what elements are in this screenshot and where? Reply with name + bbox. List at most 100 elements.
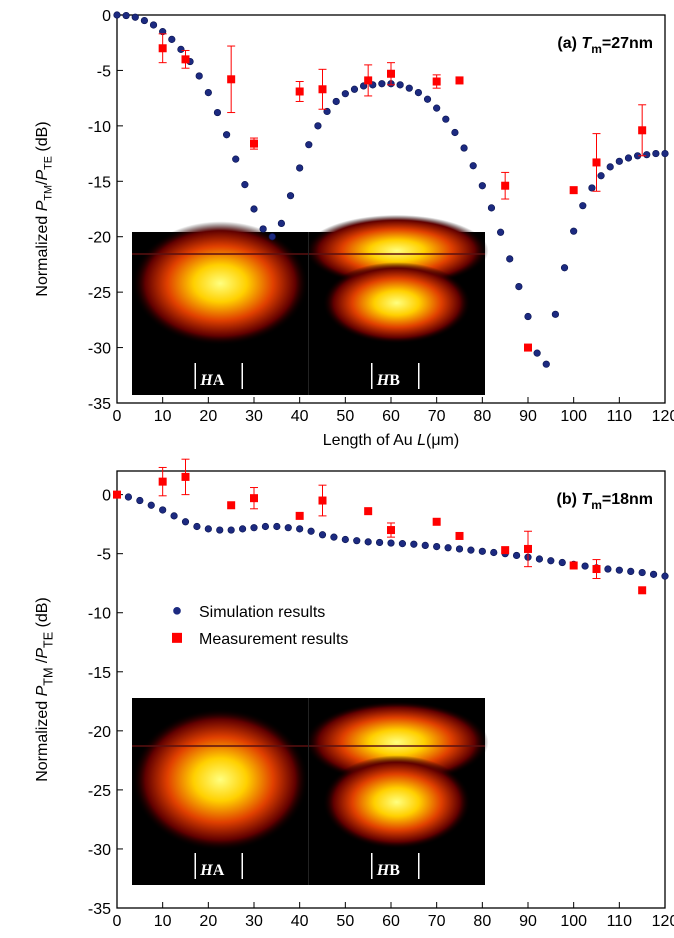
- legend-label: Measurement results: [199, 631, 348, 648]
- text-part: H: [376, 372, 390, 389]
- text-part: A: [213, 862, 225, 879]
- measurement-point: [501, 182, 509, 190]
- text-part: TE: [43, 156, 55, 170]
- measurement-point: [113, 491, 121, 499]
- x-tick-label: 70: [428, 408, 446, 425]
- simulation-point: [148, 502, 155, 509]
- simulation-point: [353, 537, 360, 544]
- x-tick-label: 120: [652, 408, 674, 425]
- x-tick-label: 60: [382, 408, 400, 425]
- simulation-point: [570, 228, 577, 235]
- simulation-point: [543, 361, 550, 368]
- y-tick-label: -35: [88, 396, 111, 413]
- measurement-point: [456, 532, 464, 540]
- y-axis-label: Normalized PTM /PTE (dB): [34, 597, 55, 782]
- text-part: H: [199, 862, 213, 879]
- simulation-point: [589, 185, 596, 192]
- text-part: L: [417, 432, 426, 449]
- simulation-point: [552, 311, 559, 318]
- measurement-point: [182, 55, 190, 63]
- inset-label: HB: [376, 372, 400, 389]
- simulation-point: [516, 283, 523, 290]
- measurement-point: [570, 561, 578, 569]
- simulation-point: [306, 141, 313, 148]
- simulation-point: [548, 557, 555, 564]
- x-tick-label: 20: [199, 408, 217, 425]
- measurement-point: [319, 85, 327, 93]
- x-tick-label: 0: [113, 913, 122, 930]
- simulation-point: [223, 131, 230, 138]
- simulation-point: [216, 527, 223, 534]
- simulation-point: [397, 82, 404, 89]
- simulation-point: [479, 182, 486, 189]
- simulation-point: [559, 559, 566, 566]
- simulation-point: [616, 567, 623, 574]
- y-tick-label: -10: [88, 606, 111, 623]
- text-part: =27nm: [602, 35, 653, 52]
- inset-label: HA: [199, 862, 224, 879]
- measurement-point: [433, 78, 441, 86]
- simulation-point: [653, 150, 660, 157]
- simulation-point: [561, 264, 568, 271]
- simulation-point: [379, 80, 386, 87]
- simulation-point: [251, 206, 258, 213]
- simulation-point: [536, 556, 543, 563]
- simulation-point: [205, 89, 212, 96]
- x-tick-label: 10: [154, 913, 172, 930]
- simulation-point: [137, 497, 144, 504]
- x-axis-label: Length of Au L(μm): [323, 432, 459, 449]
- measurement-point: [433, 518, 441, 526]
- x-tick-label: 50: [336, 913, 354, 930]
- simulation-point: [488, 205, 495, 212]
- simulation-point: [260, 226, 267, 233]
- simulation-point: [319, 531, 326, 538]
- x-tick-label: 20: [199, 913, 217, 930]
- simulation-point: [627, 568, 634, 575]
- x-tick-label: 110: [607, 913, 633, 930]
- y-axis-label: Normalized PTM/PTE (dB): [34, 121, 55, 296]
- x-tick-label: 80: [473, 408, 491, 425]
- x-tick-label: 110: [607, 408, 633, 425]
- simulation-point: [365, 539, 372, 546]
- measurement-point: [387, 70, 395, 78]
- y-tick-label: 0: [102, 488, 111, 505]
- simulation-point: [424, 96, 431, 103]
- measurement-point: [524, 344, 532, 352]
- x-tick-label: 90: [519, 913, 537, 930]
- y-tick-label: -15: [88, 174, 111, 191]
- measurement-point: [159, 478, 167, 486]
- legend-label: Simulation results: [199, 604, 325, 621]
- field-glow: [132, 221, 309, 345]
- text-part: TM: [43, 185, 55, 201]
- simulation-point: [452, 129, 459, 136]
- simulation-point: [625, 155, 632, 162]
- x-tick-label: 90: [519, 408, 537, 425]
- simulation-point: [196, 73, 203, 80]
- text-part: (dB): [34, 121, 51, 156]
- field-glow: [323, 262, 471, 344]
- y-tick-label: -20: [88, 724, 111, 741]
- text-part: B: [389, 862, 400, 879]
- simulation-point: [242, 181, 249, 188]
- measurement-point: [387, 526, 395, 534]
- simulation-point: [406, 85, 413, 92]
- simulation-point: [308, 528, 315, 535]
- simulation-point: [468, 547, 475, 554]
- simulation-point: [650, 571, 657, 578]
- x-tick-label: 40: [291, 408, 309, 425]
- measurement-point: [364, 76, 372, 84]
- simulation-point: [443, 116, 450, 123]
- x-tick-label: 30: [245, 913, 263, 930]
- simulation-point: [150, 22, 157, 29]
- x-tick-label: 80: [473, 913, 491, 930]
- simulation-point: [214, 109, 221, 116]
- text-part: (b): [557, 491, 582, 508]
- x-tick-label: 30: [245, 408, 263, 425]
- x-tick-label: 40: [291, 913, 309, 930]
- simulation-point: [513, 552, 520, 559]
- simulation-point: [399, 540, 406, 547]
- simulation-point: [506, 256, 513, 263]
- text-part: TM: [41, 668, 55, 686]
- y-tick-label: -25: [88, 783, 111, 800]
- panel-title: (b) Tm=18nm: [557, 491, 653, 512]
